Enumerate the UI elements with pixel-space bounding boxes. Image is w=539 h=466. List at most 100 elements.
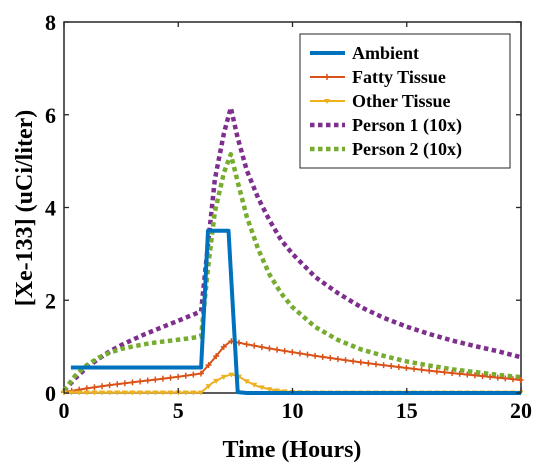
marker-other-tissue — [274, 388, 281, 394]
marker-other-tissue — [83, 390, 90, 396]
legend-item-person-2-10x: Person 2 (10x) — [310, 139, 462, 160]
y-tick-label: 0 — [45, 381, 56, 406]
marker-other-tissue — [106, 390, 113, 396]
marker-fatty-tissue — [441, 369, 448, 376]
marker-other-tissue — [266, 387, 273, 393]
legend-marker-other-tissue — [324, 99, 330, 104]
marker-fatty-tissue — [304, 351, 311, 358]
marker-fatty-tissue — [167, 374, 174, 381]
marker-other-tissue — [205, 384, 212, 390]
marker-fatty-tissue — [357, 359, 364, 366]
legend-item-ambient: Ambient — [310, 43, 419, 63]
marker-other-tissue — [251, 382, 258, 388]
x-tick-label: 0 — [59, 398, 70, 423]
y-tick-label: 6 — [45, 103, 56, 128]
marker-fatty-tissue — [471, 372, 478, 379]
x-tick-label: 5 — [173, 398, 184, 423]
marker-other-tissue — [144, 390, 151, 396]
legend-label-person-2-10x: Person 2 (10x) — [352, 139, 462, 160]
marker-fatty-tissue — [342, 357, 349, 364]
legend-item-fatty-tissue: Fatty Tissue — [310, 67, 446, 87]
marker-fatty-tissue — [517, 376, 524, 383]
marker-fatty-tissue — [433, 368, 440, 375]
marker-fatty-tissue — [334, 356, 341, 363]
marker-fatty-tissue — [197, 370, 204, 377]
marker-fatty-tissue — [388, 363, 395, 370]
marker-fatty-tissue — [236, 339, 243, 346]
marker-fatty-tissue — [91, 384, 98, 391]
marker-other-tissue — [228, 372, 235, 378]
marker-other-tissue — [167, 390, 174, 396]
marker-other-tissue — [121, 390, 128, 396]
ticks-layer: 0 5 10 15 20 0 2 4 6 8 — [45, 10, 532, 423]
marker-other-tissue — [243, 379, 250, 385]
marker-fatty-tissue — [502, 375, 509, 382]
marker-fatty-tissue — [456, 370, 463, 377]
marker-fatty-tissue — [114, 381, 121, 388]
legend-label-person-1-10x: Person 1 (10x) — [352, 115, 462, 136]
marker-fatty-tissue — [83, 385, 90, 392]
markers-fatty-tissue — [61, 338, 524, 396]
marker-fatty-tissue — [137, 378, 144, 385]
marker-other-tissue — [190, 390, 197, 396]
marker-fatty-tissue — [190, 371, 197, 378]
marker-fatty-tissue — [494, 374, 501, 381]
line-ambient — [70, 228, 521, 395]
y-axis-label: [Xe-133] (uCi/liter) — [12, 110, 38, 307]
legend-item-other-tissue: Other Tissue — [310, 91, 451, 111]
marker-fatty-tissue — [449, 370, 456, 377]
marker-fatty-tissue — [403, 364, 410, 371]
marker-fatty-tissue — [365, 360, 372, 367]
marker-fatty-tissue — [258, 344, 265, 351]
marker-fatty-tissue — [213, 353, 220, 360]
marker-other-tissue — [129, 390, 136, 396]
marker-other-tissue — [99, 390, 106, 396]
marker-other-tissue — [197, 390, 204, 396]
series-layer — [61, 105, 524, 396]
marker-other-tissue — [175, 390, 182, 396]
marker-fatty-tissue — [121, 380, 128, 387]
marker-fatty-tissue — [182, 372, 189, 379]
marker-fatty-tissue — [509, 376, 516, 383]
y-tick-label: 8 — [45, 10, 56, 35]
marker-other-tissue — [68, 390, 75, 396]
marker-fatty-tissue — [487, 373, 494, 380]
marker-other-tissue — [258, 385, 265, 391]
marker-other-tissue — [137, 390, 144, 396]
x-axis-label: Time (Hours) — [223, 437, 362, 463]
marker-fatty-tissue — [411, 365, 418, 372]
legend: Ambient Fatty Tissue Other Tissue Person 1 … — [299, 33, 511, 169]
legend-label-ambient: Ambient — [352, 43, 419, 63]
marker-fatty-tissue — [251, 342, 258, 349]
marker-fatty-tissue — [99, 383, 106, 390]
marker-fatty-tissue — [129, 379, 136, 386]
x-tick-label: 15 — [396, 398, 418, 423]
marker-fatty-tissue — [418, 366, 425, 373]
marker-other-tissue — [76, 390, 83, 396]
marker-fatty-tissue — [159, 375, 166, 382]
marker-fatty-tissue — [312, 352, 319, 359]
marker-fatty-tissue — [205, 362, 212, 369]
marker-fatty-tissue — [266, 345, 273, 352]
marker-fatty-tissue — [319, 353, 326, 360]
marker-fatty-tissue — [289, 349, 296, 356]
marker-other-tissue — [182, 390, 189, 396]
line-person-2-10x — [62, 151, 522, 393]
marker-fatty-tissue — [243, 341, 250, 348]
marker-fatty-tissue — [380, 362, 387, 369]
marker-other-tissue — [220, 374, 227, 380]
marker-fatty-tissue — [274, 346, 281, 353]
marker-fatty-tissue — [350, 358, 357, 365]
marker-fatty-tissue — [175, 373, 182, 380]
marker-fatty-tissue — [464, 371, 471, 378]
marker-fatty-tissue — [152, 376, 159, 383]
marker-other-tissue — [213, 378, 220, 384]
series-fatty-tissue — [61, 338, 524, 396]
marker-fatty-tissue — [372, 361, 379, 368]
marker-other-tissue — [114, 390, 121, 396]
marker-fatty-tissue — [106, 382, 113, 389]
y-tick-label: 4 — [45, 196, 56, 221]
marker-fatty-tissue — [479, 373, 486, 380]
marker-other-tissue — [152, 390, 159, 396]
marker-fatty-tissue — [144, 377, 151, 384]
